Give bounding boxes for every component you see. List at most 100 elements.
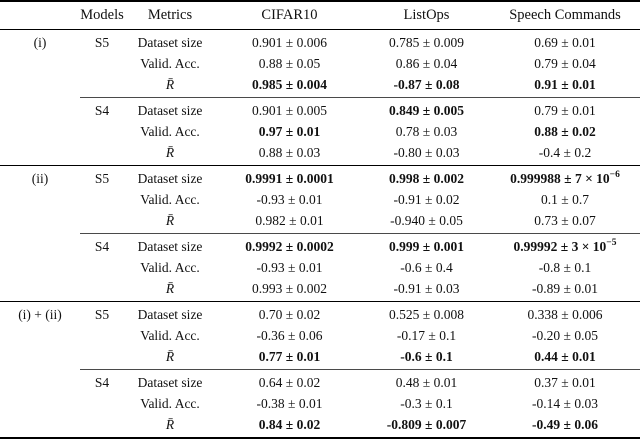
value-cell: 0.64 ± 0.02 <box>216 369 363 393</box>
value-cell: 0.99992 ± 3 × 10−5 <box>490 233 640 257</box>
value-cell: 0.985 ± 0.004 <box>252 77 327 92</box>
value-cell: 0.84 ± 0.02 <box>258 417 321 432</box>
value-cell: 0.901 ± 0.006 <box>252 35 327 50</box>
value-cell: -0.91 ± 0.02 <box>393 192 460 207</box>
metric-label: Valid. Acc. <box>140 260 200 275</box>
value-cell: 0.48 ± 0.01 <box>363 369 490 393</box>
model-name: S4 <box>80 233 124 302</box>
value-cell: 0.785 ± 0.009 <box>389 35 464 50</box>
value-cell: -0.38 ± 0.01 <box>256 396 323 411</box>
value-cell: -0.91 ± 0.03 <box>393 281 460 296</box>
value-cell: 0.849 ± 0.005 <box>363 97 490 121</box>
table-row: Valid. Acc. 0.88 ± 0.05 0.86 ± 0.04 0.79 ± … <box>0 53 640 74</box>
value-cell: 0.97 ± 0.01 <box>258 124 321 139</box>
metric-label: Dataset size <box>124 97 216 121</box>
value-cell: 0.9992 ± 0.0002 <box>216 233 363 257</box>
table-row: Valid. Acc. -0.36 ± 0.06 -0.17 ± 0.1 -0.20 … <box>0 325 640 346</box>
table-row: R̄ 0.982 ± 0.01 -0.940 ± 0.05 0.73 ± 0.07 <box>0 210 640 234</box>
exponent: −5 <box>606 237 617 248</box>
value-cell: -0.93 ± 0.01 <box>256 260 323 275</box>
col-header-speech-commands: Speech Commands <box>490 1 640 30</box>
section-label: (i) <box>33 35 47 50</box>
metric-label: Valid. Acc. <box>140 396 200 411</box>
value-cell: -0.80 ± 0.03 <box>393 145 460 160</box>
metric-label: Valid. Acc. <box>140 192 200 207</box>
table-row: Valid. Acc. 0.97 ± 0.01 0.78 ± 0.03 0.88 ± … <box>0 121 640 142</box>
col-header-blank <box>0 1 80 30</box>
value-cell: 0.982 ± 0.01 <box>255 213 324 228</box>
value-cell: 0.1 ± 0.7 <box>541 192 589 207</box>
value-cell: -0.6 ± 0.1 <box>400 349 453 364</box>
metric-label: Valid. Acc. <box>140 56 200 71</box>
metric-label: R̄ <box>165 349 175 364</box>
value-cell: -0.87 ± 0.08 <box>393 77 460 92</box>
value-cell: -0.93 ± 0.01 <box>256 192 323 207</box>
value-cell: 0.338 ± 0.006 <box>490 301 640 325</box>
col-header-models: Models <box>80 1 124 30</box>
value-cell: 0.73 ± 0.07 <box>534 213 596 228</box>
value-cell: 0.9991 ± 0.0001 <box>216 165 363 189</box>
col-header-listops: ListOps <box>363 1 490 30</box>
metric-label: R̄ <box>165 145 175 160</box>
table-row: S4 Dataset size 0.9992 ± 0.0002 0.999 ± 0.0… <box>0 233 640 302</box>
table-row: (ii) S5 Dataset size 0.9991 ± 0.0001 0.998 ±… <box>0 165 640 302</box>
value-cell: 0.79 ± 0.04 <box>534 56 596 71</box>
metric-label: Valid. Acc. <box>140 328 200 343</box>
value-cell: 0.69 ± 0.01 <box>534 35 596 50</box>
table-row: Valid. Acc. -0.38 ± 0.01 -0.3 ± 0.1 -0.14 ±… <box>0 393 640 414</box>
metric-label: Valid. Acc. <box>140 124 200 139</box>
metric-label: R̄ <box>165 213 175 228</box>
value-cell: 0.88 ± 0.05 <box>258 56 321 71</box>
value-cell: 0.86 ± 0.04 <box>395 56 458 71</box>
value-cell: -0.14 ± 0.03 <box>532 396 598 411</box>
metric-label: Dataset size <box>124 301 216 325</box>
table-row: R̄ 0.77 ± 0.01 -0.6 ± 0.1 0.44 ± 0.01 <box>0 346 640 370</box>
value-cell: -0.4 ± 0.2 <box>538 145 592 160</box>
value-cell: -0.8 ± 0.1 <box>538 260 592 275</box>
model-name: S4 <box>80 97 124 166</box>
value-cell: 0.77 ± 0.01 <box>258 349 321 364</box>
value-cell: -0.20 ± 0.05 <box>532 328 598 343</box>
metric-label: Dataset size <box>137 35 203 50</box>
table-row: R̄ 0.993 ± 0.002 -0.91 ± 0.03 -0.89 ± 0.01 <box>0 278 640 302</box>
metric-label: R̄ <box>165 77 175 92</box>
table-row: R̄ 0.88 ± 0.03 -0.80 ± 0.03 -0.4 ± 0.2 <box>0 142 640 166</box>
value-cell: 0.999988 ± 7 × 10−6 <box>490 165 640 189</box>
metric-label: Dataset size <box>124 233 216 257</box>
exponent: −6 <box>609 169 620 180</box>
table-row: (i) + (ii) S5 Dataset size 0.70 ± 0.02 0.525… <box>0 301 640 438</box>
metric-label: Dataset size <box>124 165 216 189</box>
value-cell: 0.37 ± 0.01 <box>490 369 640 393</box>
value-cell: 0.525 ± 0.008 <box>363 301 490 325</box>
model-name: S4 <box>80 369 124 438</box>
value-cell: 0.70 ± 0.02 <box>216 301 363 325</box>
col-header-metrics: Metrics <box>124 1 216 30</box>
value-cell: -0.17 ± 0.1 <box>396 328 457 343</box>
table-row: R̄ 0.985 ± 0.004 -0.87 ± 0.08 0.91 ± 0.01 <box>0 74 640 98</box>
value-cell: 0.44 ± 0.01 <box>534 349 596 364</box>
section-label: (i) + (ii) <box>0 301 80 438</box>
value-cell: -0.940 ± 0.05 <box>390 213 463 228</box>
value-cell: 0.999 ± 0.001 <box>363 233 490 257</box>
table-row: Valid. Acc. -0.93 ± 0.01 -0.6 ± 0.4 -0.8 ± … <box>0 257 640 278</box>
model-name: S5 <box>80 301 124 370</box>
value-cell: 0.79 ± 0.01 <box>490 97 640 121</box>
value-cell: -0.3 ± 0.1 <box>400 396 453 411</box>
value-cell: 0.901 ± 0.005 <box>216 97 363 121</box>
value-cell: 0.88 ± 0.02 <box>534 124 596 139</box>
model-name: S5 <box>80 165 124 234</box>
metric-label: Dataset size <box>124 369 216 393</box>
table-row: (i) S5 Dataset size 0.901 ± 0.006 0.785 ± 0.… <box>0 30 640 54</box>
model-name: S5 <box>94 35 110 50</box>
value-cell: 0.78 ± 0.03 <box>395 124 458 139</box>
value-cell: -0.49 ± 0.06 <box>532 417 598 432</box>
value-cell: 0.993 ± 0.002 <box>252 281 327 296</box>
value-cell: 0.91 ± 0.01 <box>534 77 596 92</box>
section-label: (ii) <box>0 165 80 302</box>
col-header-cifar10: CIFAR10 <box>216 1 363 30</box>
table-row: R̄ 0.84 ± 0.02 -0.809 ± 0.007 -0.49 ± 0.06 <box>0 414 640 438</box>
value-cell: 0.998 ± 0.002 <box>363 165 490 189</box>
metric-label: R̄ <box>165 281 175 296</box>
